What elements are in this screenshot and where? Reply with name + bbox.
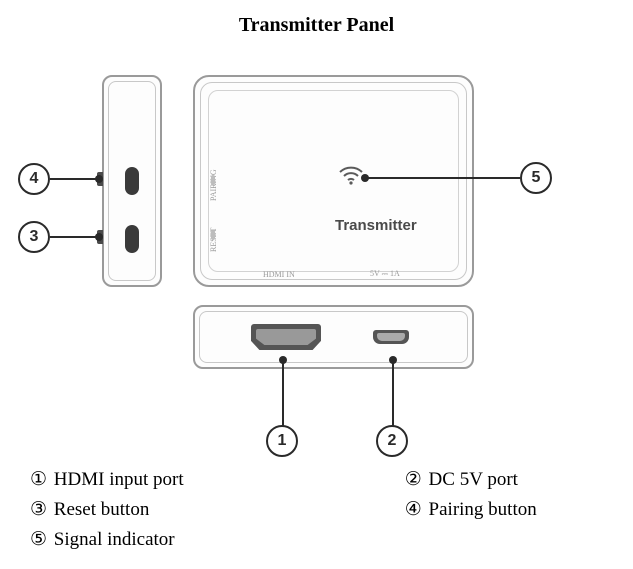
- leader-5: [365, 177, 520, 179]
- callout-circle-3: 3: [18, 221, 50, 253]
- device-top-view: PAIRING RESET Transmitter HDMI IN 5V ⎓ 1…: [193, 75, 474, 287]
- legend-glyph-4: ④: [405, 495, 422, 525]
- top-side-mark-2: [211, 230, 215, 240]
- legend-glyph-1: ①: [30, 465, 47, 495]
- legend-item-3: ③ Reset button: [30, 495, 400, 525]
- callout-num-4: 4: [30, 170, 39, 188]
- callout-num-3: 3: [30, 228, 39, 246]
- legend-text-4: Pairing button: [429, 499, 537, 520]
- leader-dot-5: [361, 174, 369, 182]
- legend-text-3: Reset button: [54, 499, 150, 520]
- legend-glyph-3: ③: [30, 495, 47, 525]
- callout-circle-1: 1: [266, 425, 298, 457]
- legend-item-2: ② DC 5V port: [405, 465, 537, 495]
- legend-glyph-2: ②: [405, 465, 422, 495]
- top-bottom-label-dc: 5V ⎓ 1A: [370, 269, 400, 279]
- leader-dot-4: [95, 175, 103, 183]
- legend-text-2: DC 5V port: [429, 469, 518, 490]
- top-side-label-pairing: PAIRING: [209, 169, 218, 201]
- legend-text-5: Signal indicator: [54, 529, 175, 550]
- callout-circle-2: 2: [376, 425, 408, 457]
- callout-num-2: 2: [388, 432, 397, 450]
- leader-1: [282, 360, 284, 426]
- hdmi-port: [251, 324, 321, 350]
- callout-num-5: 5: [532, 169, 541, 187]
- legend-item-5: ⑤ Signal indicator: [30, 525, 400, 555]
- wifi-icon: [339, 165, 363, 185]
- side-reset-button: [125, 225, 139, 253]
- device-label: Transmitter: [335, 217, 417, 234]
- legend-text-1: HDMI input port: [54, 469, 184, 490]
- leader-dot-3: [95, 233, 103, 241]
- leader-3: [50, 236, 98, 238]
- device-side-panel: [102, 75, 162, 287]
- device-top-inner: [208, 90, 459, 272]
- top-side-mark-1: [211, 175, 215, 185]
- device-bottom-panel: [193, 305, 474, 369]
- leader-2: [392, 360, 394, 426]
- legend-glyph-5: ⑤: [30, 525, 47, 555]
- legend-item-4: ④ Pairing button: [405, 495, 537, 525]
- leader-4: [50, 178, 98, 180]
- side-pairing-button: [125, 167, 139, 195]
- callout-circle-5: 5: [520, 162, 552, 194]
- callout-circle-4: 4: [18, 163, 50, 195]
- top-bottom-label-hdmi: HDMI IN: [263, 270, 295, 279]
- callout-num-1: 1: [278, 432, 287, 450]
- legend: ① HDMI input port ③ Reset button ⑤ Signa…: [30, 465, 610, 555]
- legend-item-1: ① HDMI input port: [30, 465, 400, 495]
- page-title: Transmitter Panel: [0, 14, 633, 37]
- dc-usb-port: [373, 330, 409, 344]
